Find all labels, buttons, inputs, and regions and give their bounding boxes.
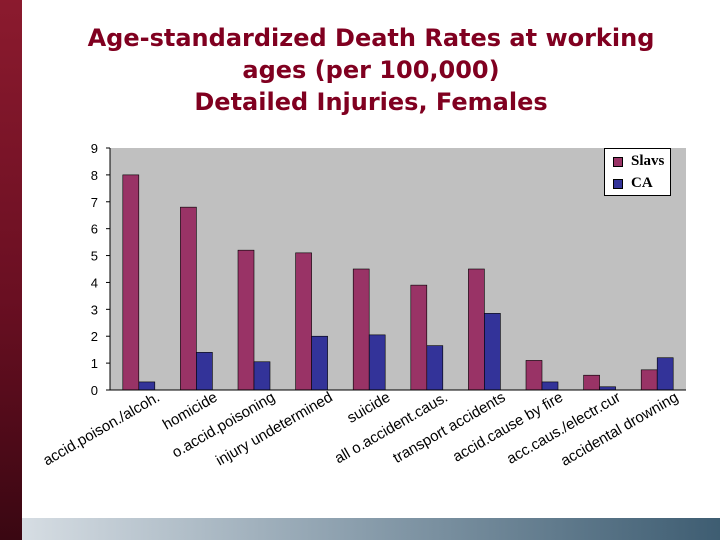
- bar-ca-6: [484, 313, 501, 391]
- bar-slavs-1: [180, 206, 197, 391]
- bar-ca-4: [368, 334, 386, 391]
- x-category-label: accid.poison./alcoh.: [40, 389, 163, 470]
- legend-swatch-slavs: [613, 157, 623, 167]
- chart-title-line-3: Detailed Injuries, Females: [194, 88, 548, 116]
- legend-label-ca: CA: [631, 175, 653, 191]
- bar-slavs-7: [525, 360, 543, 391]
- chart-title-line-2: ages (per 100,000): [242, 56, 500, 84]
- legend-label-slavs: Slavs: [631, 153, 665, 169]
- bar-ca-3: [311, 335, 328, 391]
- bar-ca-2: [253, 361, 271, 391]
- y-tick-label: 1: [91, 356, 98, 371]
- legend: Slavs CA: [604, 148, 671, 196]
- y-tick-label: 4: [91, 275, 98, 290]
- bar-slavs-5: [410, 284, 428, 391]
- y-tick-label: 0: [91, 383, 98, 398]
- y-tick-label: 5: [91, 249, 98, 264]
- bar-slavs-4: [352, 268, 370, 391]
- y-tick-label: 9: [91, 141, 98, 156]
- legend-swatch-ca: [613, 179, 623, 189]
- bar-ca-1: [196, 352, 213, 391]
- decorative-footer-bar: [22, 518, 720, 540]
- bar-ca-9: [656, 357, 674, 391]
- plot-area: [110, 148, 686, 390]
- y-tick-label: 8: [91, 168, 98, 183]
- y-tick-label: 7: [91, 195, 98, 210]
- y-tick-label: 6: [91, 222, 98, 237]
- chart-title: Age-standardized Death Rates at working …: [22, 22, 720, 118]
- bar-ca-5: [426, 345, 444, 391]
- bar-slavs-2: [237, 249, 255, 391]
- bar-slavs-9: [640, 369, 658, 391]
- bar-slavs-0: [122, 174, 140, 391]
- decorative-side-bar: [0, 0, 22, 540]
- y-tick-label: 2: [91, 329, 98, 344]
- bar-slavs-6: [468, 268, 485, 391]
- chart-title-line-1: Age-standardized Death Rates at working: [87, 24, 655, 52]
- bar-slavs-3: [295, 252, 312, 391]
- y-tick-label: 3: [91, 302, 98, 317]
- bar-slavs-8: [583, 374, 600, 391]
